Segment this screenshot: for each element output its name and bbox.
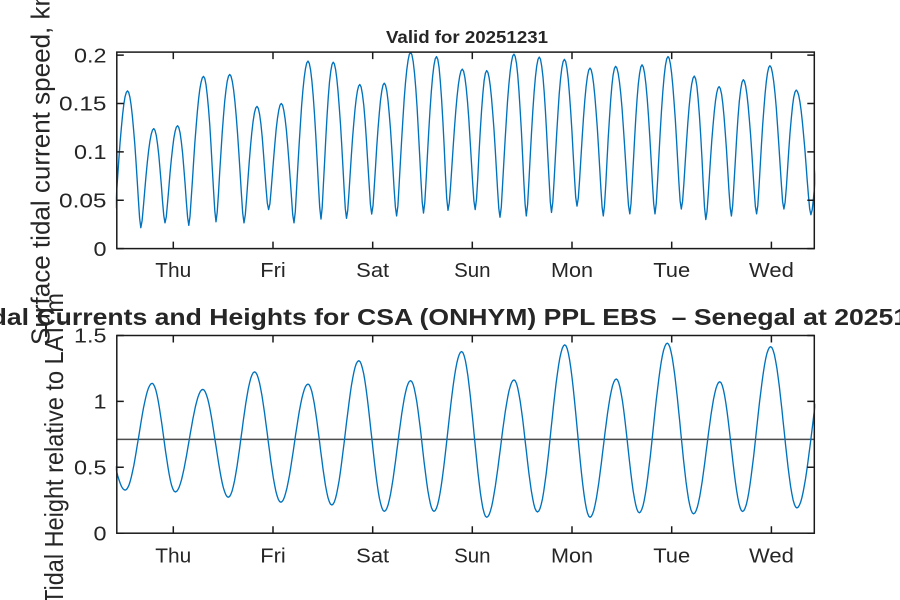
- svg-text:Surface tidal current speed, k: Surface tidal current speed, kn: [26, 0, 56, 345]
- svg-text:Mon: Mon: [551, 260, 593, 282]
- svg-text:0.5: 0.5: [74, 458, 107, 480]
- svg-text:0: 0: [94, 239, 107, 261]
- svg-text:Sun: Sun: [454, 260, 491, 282]
- svg-text:Tue: Tue: [653, 545, 690, 567]
- svg-text:Thu: Thu: [155, 545, 191, 567]
- svg-text:0: 0: [94, 523, 107, 545]
- svg-text:Mon: Mon: [551, 545, 593, 567]
- svg-text:Fri: Fri: [260, 260, 286, 282]
- svg-text:Tidal Currents and Heights for: Tidal Currents and Heights for CSA (ONHY…: [0, 304, 900, 330]
- svg-text:0.15: 0.15: [59, 94, 107, 116]
- svg-text:Sun: Sun: [454, 545, 491, 567]
- svg-text:Sat: Sat: [356, 260, 389, 282]
- svg-text:1.5: 1.5: [74, 326, 107, 348]
- svg-text:0.1: 0.1: [74, 142, 107, 164]
- svg-text:0.05: 0.05: [59, 190, 107, 212]
- svg-text:Fri: Fri: [260, 545, 286, 567]
- svg-text:Valid for 20251231: Valid for 20251231: [386, 27, 548, 47]
- svg-text:Wed: Wed: [749, 545, 794, 567]
- svg-text:Wed: Wed: [749, 260, 794, 282]
- svg-text:Tidal Height relative to LAT,: Tidal Height relative to LAT, m: [39, 293, 69, 600]
- svg-text:Sat: Sat: [356, 545, 389, 567]
- svg-text:Thu: Thu: [155, 260, 191, 282]
- svg-text:0.2: 0.2: [74, 45, 107, 67]
- svg-text:Tue: Tue: [653, 260, 690, 282]
- svg-text:1: 1: [94, 392, 107, 414]
